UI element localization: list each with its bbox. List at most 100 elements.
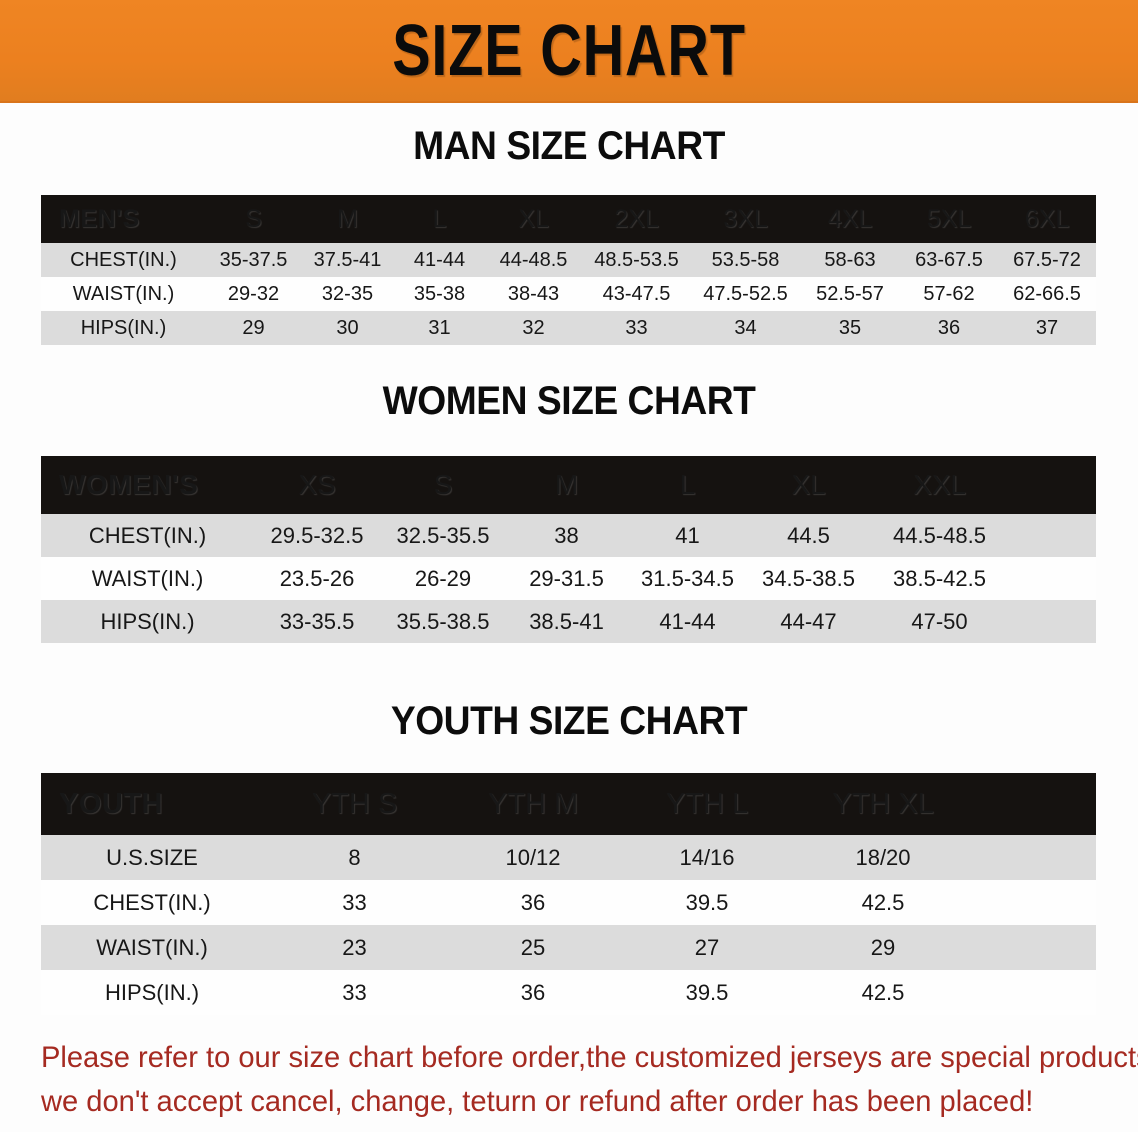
table-row: WAIST(IN.) 29-32 32-35 35-38 38-43 43-47… bbox=[41, 277, 1096, 311]
youth-row-label: U.S.SIZE bbox=[41, 835, 263, 880]
table-cell: 32-35 bbox=[301, 277, 394, 311]
man-col-header: 2XL bbox=[582, 195, 691, 243]
table-cell: 37.5-41 bbox=[301, 243, 394, 277]
table-cell: 29-31.5 bbox=[506, 557, 627, 600]
man-col-header: 5XL bbox=[900, 195, 998, 243]
youth-col-header: YTH M bbox=[446, 773, 620, 835]
man-corner-label: MEN'S bbox=[41, 195, 206, 243]
man-size-table: MEN'S S M L XL 2XL 3XL 4XL 5XL 6XL CHEST… bbox=[41, 195, 1096, 345]
table-cell: 30 bbox=[301, 311, 394, 345]
table-cell: 39.5 bbox=[620, 880, 794, 925]
table-cell: 44.5 bbox=[748, 514, 869, 557]
table-cell: 39.5 bbox=[620, 970, 794, 1015]
table-cell: 29 bbox=[206, 311, 301, 345]
table-cell: 42.5 bbox=[794, 970, 972, 1015]
table-cell: 29-32 bbox=[206, 277, 301, 311]
table-cell: 41-44 bbox=[394, 243, 485, 277]
table-cell: 63-67.5 bbox=[900, 243, 998, 277]
table-cell-filler bbox=[1010, 514, 1096, 557]
youth-size-table: YOUTH YTH S YTH M YTH L YTH XL U.S.SIZE … bbox=[41, 773, 1096, 1015]
table-cell: 53.5-58 bbox=[691, 243, 800, 277]
youth-table-header-row: YOUTH YTH S YTH M YTH L YTH XL bbox=[41, 773, 1096, 835]
women-col-header: M bbox=[506, 456, 627, 514]
youth-row-label: HIPS(IN.) bbox=[41, 970, 263, 1015]
table-cell: 8 bbox=[263, 835, 446, 880]
women-col-header: S bbox=[380, 456, 506, 514]
table-cell: 25 bbox=[446, 925, 620, 970]
page-title: SIZE CHART bbox=[392, 10, 746, 91]
table-cell: 47-50 bbox=[869, 600, 1010, 643]
man-row-label: WAIST(IN.) bbox=[41, 277, 206, 311]
table-cell: 36 bbox=[900, 311, 998, 345]
man-row-label: HIPS(IN.) bbox=[41, 311, 206, 345]
women-col-header: XS bbox=[254, 456, 380, 514]
table-cell: 41 bbox=[627, 514, 748, 557]
table-cell: 10/12 bbox=[446, 835, 620, 880]
table-cell: 34.5-38.5 bbox=[748, 557, 869, 600]
youth-col-header: YTH S bbox=[263, 773, 446, 835]
table-cell: 29 bbox=[794, 925, 972, 970]
table-cell: 26-29 bbox=[380, 557, 506, 600]
youth-header-filler bbox=[972, 773, 1096, 835]
table-cell: 33 bbox=[263, 970, 446, 1015]
table-row: CHEST(IN.) 33 36 39.5 42.5 bbox=[41, 880, 1096, 925]
youth-corner-label: YOUTH bbox=[41, 773, 263, 835]
women-size-chart-table-wrap: WOMEN'S XS S M L XL XXL CHEST(IN.) 29.5-… bbox=[41, 456, 1096, 643]
table-cell: 62-66.5 bbox=[998, 277, 1096, 311]
table-cell: 33-35.5 bbox=[254, 600, 380, 643]
women-col-header: L bbox=[627, 456, 748, 514]
table-cell: 42.5 bbox=[794, 880, 972, 925]
table-cell: 35-37.5 bbox=[206, 243, 301, 277]
youth-col-header: YTH XL bbox=[794, 773, 972, 835]
women-header-filler bbox=[1010, 456, 1096, 514]
table-row: WAIST(IN.) 23.5-26 26-29 29-31.5 31.5-34… bbox=[41, 557, 1096, 600]
table-cell: 36 bbox=[446, 970, 620, 1015]
table-cell: 33 bbox=[263, 880, 446, 925]
table-cell-filler bbox=[972, 970, 1096, 1015]
table-cell: 38 bbox=[506, 514, 627, 557]
table-cell: 35 bbox=[800, 311, 900, 345]
table-cell: 38.5-41 bbox=[506, 600, 627, 643]
table-row: U.S.SIZE 8 10/12 14/16 18/20 bbox=[41, 835, 1096, 880]
table-cell-filler bbox=[1010, 557, 1096, 600]
table-cell: 44-47 bbox=[748, 600, 869, 643]
table-row: HIPS(IN.) 33-35.5 35.5-38.5 38.5-41 41-4… bbox=[41, 600, 1096, 643]
youth-section-title: YOUTH SIZE CHART bbox=[390, 699, 748, 743]
table-cell: 57-62 bbox=[900, 277, 998, 311]
table-cell: 43-47.5 bbox=[582, 277, 691, 311]
table-cell: 38-43 bbox=[485, 277, 582, 311]
table-cell: 37 bbox=[998, 311, 1096, 345]
table-cell: 44.5-48.5 bbox=[869, 514, 1010, 557]
disclaimer-line-1: Please refer to our size chart before or… bbox=[41, 1041, 1138, 1074]
man-table-header-row: MEN'S S M L XL 2XL 3XL 4XL 5XL 6XL bbox=[41, 195, 1096, 243]
women-col-header: XXL bbox=[869, 456, 1010, 514]
youth-row-label: CHEST(IN.) bbox=[41, 880, 263, 925]
table-cell: 23 bbox=[263, 925, 446, 970]
man-col-header: 6XL bbox=[998, 195, 1096, 243]
women-row-label: CHEST(IN.) bbox=[41, 514, 254, 557]
table-row: WAIST(IN.) 23 25 27 29 bbox=[41, 925, 1096, 970]
man-col-header: M bbox=[301, 195, 394, 243]
disclaimer-line-2: we don't accept cancel, change, teturn o… bbox=[41, 1085, 1034, 1118]
man-section-title: MAN SIZE CHART bbox=[413, 124, 725, 168]
table-row: HIPS(IN.) 29 30 31 32 33 34 35 36 37 bbox=[41, 311, 1096, 345]
youth-row-label: WAIST(IN.) bbox=[41, 925, 263, 970]
table-row: CHEST(IN.) 29.5-32.5 32.5-35.5 38 41 44.… bbox=[41, 514, 1096, 557]
table-cell: 58-63 bbox=[800, 243, 900, 277]
table-cell: 31 bbox=[394, 311, 485, 345]
table-cell: 48.5-53.5 bbox=[582, 243, 691, 277]
table-cell: 35.5-38.5 bbox=[380, 600, 506, 643]
women-corner-label: WOMEN'S bbox=[41, 456, 254, 514]
table-cell: 18/20 bbox=[794, 835, 972, 880]
table-cell: 32 bbox=[485, 311, 582, 345]
table-cell-filler bbox=[1010, 600, 1096, 643]
man-row-label: CHEST(IN.) bbox=[41, 243, 206, 277]
women-col-header: XL bbox=[748, 456, 869, 514]
table-cell-filler bbox=[972, 835, 1096, 880]
women-section-title: WOMEN SIZE CHART bbox=[382, 379, 756, 423]
table-cell: 38.5-42.5 bbox=[869, 557, 1010, 600]
table-cell: 23.5-26 bbox=[254, 557, 380, 600]
table-cell-filler bbox=[972, 925, 1096, 970]
table-row: CHEST(IN.) 35-37.5 37.5-41 41-44 44-48.5… bbox=[41, 243, 1096, 277]
